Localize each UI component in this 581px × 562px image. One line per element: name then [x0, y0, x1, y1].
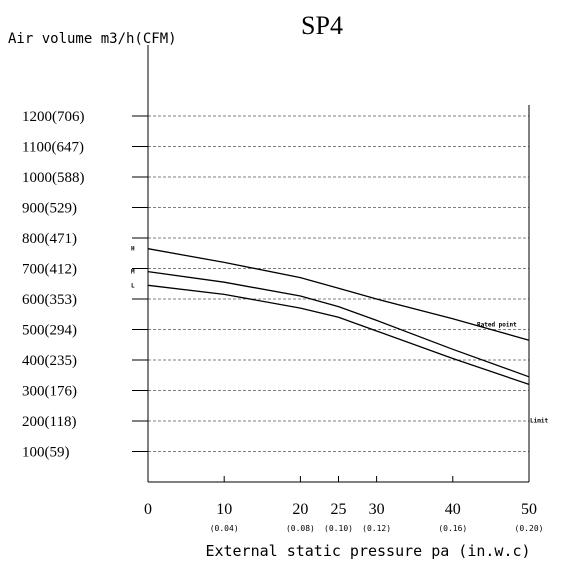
y-axis-label: Air volume m3/h(CFM) — [8, 31, 177, 47]
y-tick-label: 1200(706) — [22, 109, 85, 125]
y-tick-label: 200(118) — [22, 414, 76, 430]
x-axis-label: External static pressure pa (in.w.c) — [205, 542, 530, 560]
y-tick-label: 600(353) — [22, 292, 77, 308]
y-tick-label: 500(294) — [22, 323, 77, 339]
chart-title: SP4 — [301, 11, 343, 40]
annotations: Rated point Limit — [477, 321, 548, 424]
y-tick-label: 800(471) — [22, 231, 77, 247]
x-tick-label: 10 — [216, 501, 232, 518]
x-tick-sublabel: (0.12) — [362, 524, 391, 533]
x-tick-sublabel: (0.10) — [324, 524, 353, 533]
series-name-label: H — [131, 246, 135, 253]
x-tick-sublabel: (0.20) — [515, 524, 544, 533]
series-line-m — [147, 270, 530, 378]
y-tick-label: 300(176) — [22, 384, 77, 400]
x-tick-label: 30 — [369, 501, 385, 518]
series-layer: H ML — [131, 246, 530, 386]
annotation-label: Limit — [530, 418, 548, 425]
x-tick-label: 20 — [292, 501, 308, 518]
grid-layer — [148, 115, 529, 452]
x-tick-sublabel: (0.08) — [286, 524, 315, 533]
axes-layer — [147, 45, 530, 483]
series-line-l — [147, 284, 530, 386]
series-line-h — [147, 248, 530, 341]
series-name-label: L — [131, 282, 135, 289]
y-tick-label: 900(529) — [22, 201, 77, 217]
y-tick-labels: 100(59) 200(118) 300(176) 400(235) 500(294) 6… — [22, 109, 148, 461]
x-tick-sublabel: (0.16) — [438, 524, 467, 533]
x-tick-sublabel: (0.04) — [210, 524, 239, 533]
y-tick-label: 700(412) — [22, 262, 77, 278]
x-tick-label: 40 — [445, 501, 461, 518]
x-tick-label: 25 — [331, 501, 347, 518]
y-tick-label: 1100(647) — [22, 140, 84, 156]
y-tick-label: 100(59) — [22, 445, 70, 461]
series-name-label: M — [131, 269, 135, 276]
y-tick-label: 1000(588) — [22, 170, 85, 186]
annotation-label: Rated point — [477, 321, 517, 328]
x-tick-labels: 0 10 (0.04) 20 (0.08) 25 (0.10) 30 (0.12) 40 (0.16… — [144, 476, 543, 533]
x-tick-label: 50 — [521, 501, 537, 518]
x-tick-label: 0 — [144, 501, 152, 518]
y-tick-label: 400(235) — [22, 353, 77, 369]
